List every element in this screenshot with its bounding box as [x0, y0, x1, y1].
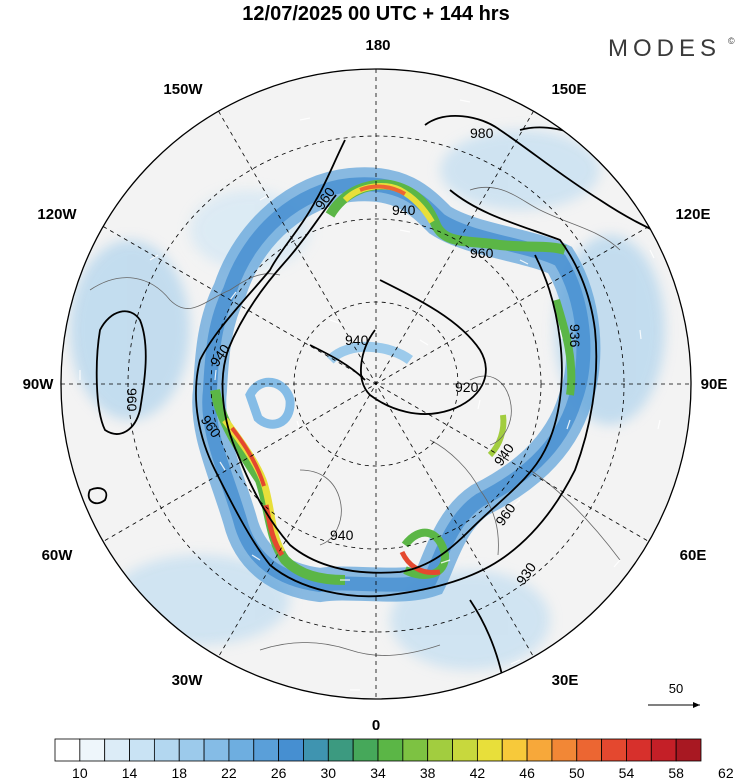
lon-label-180: 180 [365, 37, 390, 54]
colorbar-swatch [104, 738, 130, 762]
colorbar-swatch [501, 738, 528, 762]
colorbar-tick-label: 50 [569, 765, 585, 781]
contour-label: 980 [470, 125, 494, 141]
colorbar-tick-label: 30 [321, 765, 337, 781]
contour-label: 940 [345, 332, 369, 348]
colorbar-tick-label: 42 [470, 765, 486, 781]
lon-label-60e: 60E [680, 547, 707, 564]
colorbar-swatch [303, 738, 329, 762]
colorbar-swatch [601, 738, 627, 762]
lon-label-30e: 30E [552, 672, 579, 689]
reference-vector: 50 [648, 681, 700, 708]
contour-label: 936 [567, 324, 583, 348]
colorbar-swatch [377, 738, 404, 762]
logo-copyright-mark: © [728, 36, 735, 46]
colorbar-swatch [203, 738, 230, 762]
colorbar-swatch [427, 738, 453, 762]
colorbar-tick-label: 26 [271, 765, 287, 781]
colorbar-tick-label: 22 [221, 765, 237, 781]
coastlines [89, 186, 621, 656]
colorbar-swatch [327, 738, 354, 762]
colorbar-swatch [626, 738, 652, 762]
colorbar-tick-label: 54 [619, 765, 635, 781]
contour-label: 940 [330, 527, 354, 543]
polar-map: 980 960 940 960 936 940 920 940 960 930 … [60, 68, 692, 700]
lon-label-60w: 60W [42, 547, 74, 564]
contour-label: 940 [392, 202, 416, 218]
colorbar-swatch [352, 738, 379, 762]
colorbar-swatch [576, 738, 603, 762]
lon-label-120e: 120E [675, 206, 710, 223]
map-title: 12/07/2025 00 UTC + 144 hrs [242, 3, 509, 25]
colorbar-tick-label: 18 [171, 765, 187, 781]
longitude-labels: 180 150W 150E 120W 120E 90W 90E 60W 60E … [23, 37, 728, 734]
reference-vector-label: 50 [669, 681, 683, 696]
lon-label-30w: 30W [172, 672, 204, 689]
colorbar-swatch [228, 738, 255, 762]
colorbar-swatch [79, 738, 106, 762]
map-border [60, 68, 692, 700]
reference-arrow-head [693, 702, 700, 708]
colorbar-tick-label: 58 [668, 765, 684, 781]
contour-label: 920 [455, 379, 479, 395]
wind-speed-field [70, 130, 665, 670]
contour-label: 960 [124, 388, 140, 412]
colorbar: 10141822263034384246505458626670 [54, 738, 734, 781]
lon-label-90w: 90W [23, 376, 55, 393]
colorbar-swatch [278, 738, 304, 762]
lon-label-0: 0 [372, 717, 380, 734]
colorbar-swatch [153, 738, 180, 762]
colorbar-swatch [452, 738, 478, 762]
modes-logo: MODES [608, 35, 721, 62]
colorbar-tick-label: 46 [519, 765, 535, 781]
colorbar-swatch [402, 738, 429, 762]
colorbar-swatch [476, 738, 503, 762]
colorbar-swatch [253, 738, 280, 762]
lon-label-90e: 90E [701, 376, 728, 393]
colorbar-tick-label: 34 [370, 765, 386, 781]
colorbar-swatch [129, 738, 155, 762]
colorbar-tick-label: 10 [72, 765, 88, 781]
colorbar-swatch [178, 738, 205, 762]
graticule [61, 69, 691, 699]
colorbar-swatch [551, 738, 578, 762]
colorbar-swatch [650, 738, 677, 762]
colorbar-tick-label: 14 [122, 765, 138, 781]
colorbar-swatch [675, 738, 702, 762]
colorbar-swatch [526, 738, 553, 762]
lon-label-150w: 150W [163, 81, 203, 98]
contour-label: 960 [470, 245, 494, 261]
lon-label-150e: 150E [551, 81, 586, 98]
lon-label-120w: 120W [37, 206, 77, 223]
colorbar-tick-label: 62 [718, 765, 734, 781]
colorbar-tick-label: 38 [420, 765, 436, 781]
colorbar-swatch [54, 738, 81, 762]
